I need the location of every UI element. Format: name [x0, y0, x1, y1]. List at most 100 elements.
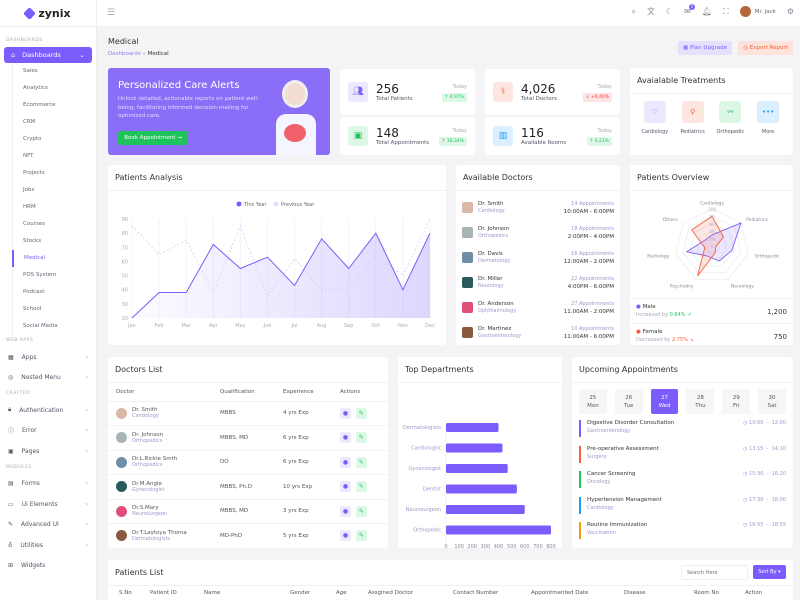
menu-toggle-icon[interactable]: ☰: [107, 8, 116, 18]
doctor-item[interactable]: Dr. Anderson Ophthalmology 27 Appointment…: [456, 295, 620, 320]
doctor-avatar: [116, 456, 127, 468]
treatment-pediatrics[interactable]: ⚲ Pediatrics: [677, 101, 709, 135]
top-departments-chart: Dermatologists Cardiologist Gynecologist De…: [403, 421, 556, 550]
sidebar-item-social-media[interactable]: Social Media: [23, 323, 58, 329]
plan-upgrade-button[interactable]: ▦ Plan Upgrade: [678, 41, 732, 55]
appointment-item[interactable]: Pre-operative Assessment Surgery ◷ 13:15 -…: [579, 444, 786, 470]
patient-search-input[interactable]: [681, 565, 748, 580]
sidebar-item-pos-system[interactable]: POS System: [23, 272, 57, 278]
x-tick-label: 500: [507, 544, 517, 548]
sidebar-item-advanced-ui[interactable]: ✎ Advanced UI ›: [0, 515, 96, 536]
view-icon[interactable]: ●: [340, 481, 351, 493]
treatment-orthopedic[interactable]: ⚯ Orthopedic: [714, 101, 746, 135]
edit-icon[interactable]: ✎: [355, 505, 367, 517]
moon-icon[interactable]: ☾: [665, 7, 674, 16]
edit-icon[interactable]: ✎: [355, 432, 367, 444]
day-sat[interactable]: 30 Sat: [758, 389, 786, 414]
doctor-item[interactable]: Dr. Miller Neurology 22 Appointments 4:00P…: [456, 270, 620, 295]
label: Forms: [21, 480, 40, 488]
sidebar-item-sales[interactable]: Sales: [23, 68, 38, 74]
language-icon[interactable]: 文: [646, 7, 655, 16]
dashboards-submenu: Sales Analytics Ecommerce CRM Crypto NFT Proje…: [12, 63, 96, 335]
export-report-button[interactable]: ◎ Export Report: [738, 41, 793, 55]
search-icon[interactable]: ⌕: [631, 6, 636, 16]
book-appointment-button[interactable]: Book Appointment →: [118, 131, 188, 145]
home-icon: ⌂: [11, 51, 16, 59]
stat-label: Total Doctors: [521, 96, 557, 102]
sidebar-item-nft[interactable]: NFT: [23, 153, 34, 159]
weekday: Mon: [587, 403, 599, 409]
sidebar-item-pages[interactable]: ▣ Pages ›: [0, 441, 96, 462]
qualification: MD-PhD: [220, 532, 243, 539]
edit-icon[interactable]: ✎: [355, 407, 367, 419]
appointment-item[interactable]: Routine Immunization Vaccination ◷ 16:55 -…: [579, 520, 786, 546]
doctor-item[interactable]: Dr. Davis Dermatology 16 Appointments 12:0…: [456, 245, 620, 270]
day-mon[interactable]: 25 Mon: [579, 389, 607, 414]
view-icon[interactable]: ●: [340, 456, 351, 468]
sidebar-item-ecommerce[interactable]: Ecommerce: [23, 102, 56, 108]
sidebar-item-ui-elements[interactable]: ▭ Ui Elements ›: [0, 494, 96, 515]
sidebar-item-hrm[interactable]: HRM: [23, 204, 36, 210]
view-icon[interactable]: ●: [340, 432, 351, 444]
treatment-more[interactable]: ••• More: [752, 101, 784, 135]
brand-logo[interactable]: zynix: [0, 0, 96, 27]
sidebar-item-dashboards[interactable]: ⌂ Dashboards ⌄: [4, 47, 92, 63]
sidebar-item-school[interactable]: School: [23, 306, 42, 312]
column-header: Patient ID: [150, 590, 177, 596]
appointment-count: 14 Appointments: [571, 200, 614, 207]
sidebar-item-projects[interactable]: Projects: [23, 170, 45, 176]
qualification: MBBS, MD: [220, 508, 249, 515]
sidebar-item-courses[interactable]: Courses: [23, 221, 46, 227]
treatment-label: Cardiology: [641, 129, 669, 135]
sort-by-button[interactable]: Sort By ▾: [753, 565, 786, 579]
appointment-color-bar: [579, 420, 581, 437]
sidebar-item-crm[interactable]: CRM: [23, 119, 36, 125]
bar-cardiologist: [446, 443, 503, 453]
view-icon[interactable]: ●: [340, 530, 351, 542]
edit-icon[interactable]: ✎: [355, 456, 367, 468]
bell-icon[interactable]: 🔔︎: [701, 7, 713, 16]
day-thu[interactable]: 28 Thu: [686, 389, 715, 414]
appointment-item[interactable]: Cancer Screening Oncology ◷ 15:30 - 16:20: [579, 469, 786, 495]
stat-value: 148: [376, 126, 399, 140]
sidebar-item-forms[interactable]: ▤ Forms ›: [0, 474, 96, 495]
sidebar-item-medical[interactable]: Medical: [12, 250, 96, 267]
sidebar-item-utilities[interactable]: ♁ Utilities ›: [0, 535, 96, 556]
doctor-item[interactable]: Dr. Smith Cardiology 14 Appointments 10:00…: [456, 195, 620, 220]
appointment-item[interactable]: Hypertension Management Cardiology ◷ 17:30…: [579, 495, 786, 521]
appointment-time: 16:55 - 18:55: [749, 522, 786, 528]
stat-card-total-appointments: ▣ 148 Total Appointments Today ↑ 16.34%: [340, 117, 475, 155]
doctor-item[interactable]: Dr. Martinez Gastroenterology 10 Appointm…: [456, 320, 620, 345]
messages-icon[interactable]: ✉ 5: [684, 4, 695, 16]
user-menu[interactable]: Mr. Jack: [739, 6, 776, 17]
sidebar-item-podcast[interactable]: Podcast: [23, 289, 45, 295]
x-tick-label: Nov: [398, 323, 408, 329]
breadcrumb-link[interactable]: Dashboards: [108, 51, 141, 57]
gear-icon[interactable]: ⚙: [786, 7, 794, 16]
radar-tick-label: 60: [709, 222, 715, 228]
fullscreen-icon[interactable]: ⛶: [723, 6, 729, 16]
doctor-specialty: Neurosurgeon: [132, 511, 168, 518]
day-tue[interactable]: 26 Tue: [614, 389, 643, 414]
sidebar-item-widgets[interactable]: ⊞ Widgets: [0, 556, 96, 577]
stat-period: Today: [597, 84, 612, 90]
sidebar-item-crypto[interactable]: Crypto: [23, 136, 42, 142]
x-tick-label: 700: [533, 544, 543, 548]
day-fri[interactable]: 29 Fri: [722, 389, 751, 414]
sidebar-item-stocks[interactable]: Stocks: [23, 238, 42, 244]
edit-icon[interactable]: ✎: [355, 481, 367, 493]
appointment-item[interactable]: Digestive Disorder Consultation Gastroent…: [579, 418, 786, 444]
sidebar-item-apps[interactable]: ▦ Apps ›: [0, 347, 96, 368]
sidebar-item-authentication[interactable]: 🔒︎ Authentication ›: [0, 400, 96, 421]
sidebar-item-jobs[interactable]: Jobs: [23, 187, 35, 193]
treatment-cardiology[interactable]: ♡ Cardiology: [639, 101, 671, 135]
view-icon[interactable]: ●: [340, 505, 351, 517]
sidebar-item-analytics[interactable]: Analytics: [23, 85, 48, 91]
sidebar-item-nested-menu[interactable]: ◎ Nested Menu ›: [0, 368, 96, 389]
sidebar-item-error[interactable]: ⓘ Error ›: [0, 421, 96, 442]
edit-icon[interactable]: ✎: [355, 530, 367, 542]
label: Error: [22, 427, 37, 435]
doctor-item[interactable]: Dr. Johnson Orthopedics 18 Appointments 2:…: [456, 220, 620, 245]
view-icon[interactable]: ●: [340, 407, 351, 419]
day-wed[interactable]: 27 Wed: [650, 389, 679, 414]
